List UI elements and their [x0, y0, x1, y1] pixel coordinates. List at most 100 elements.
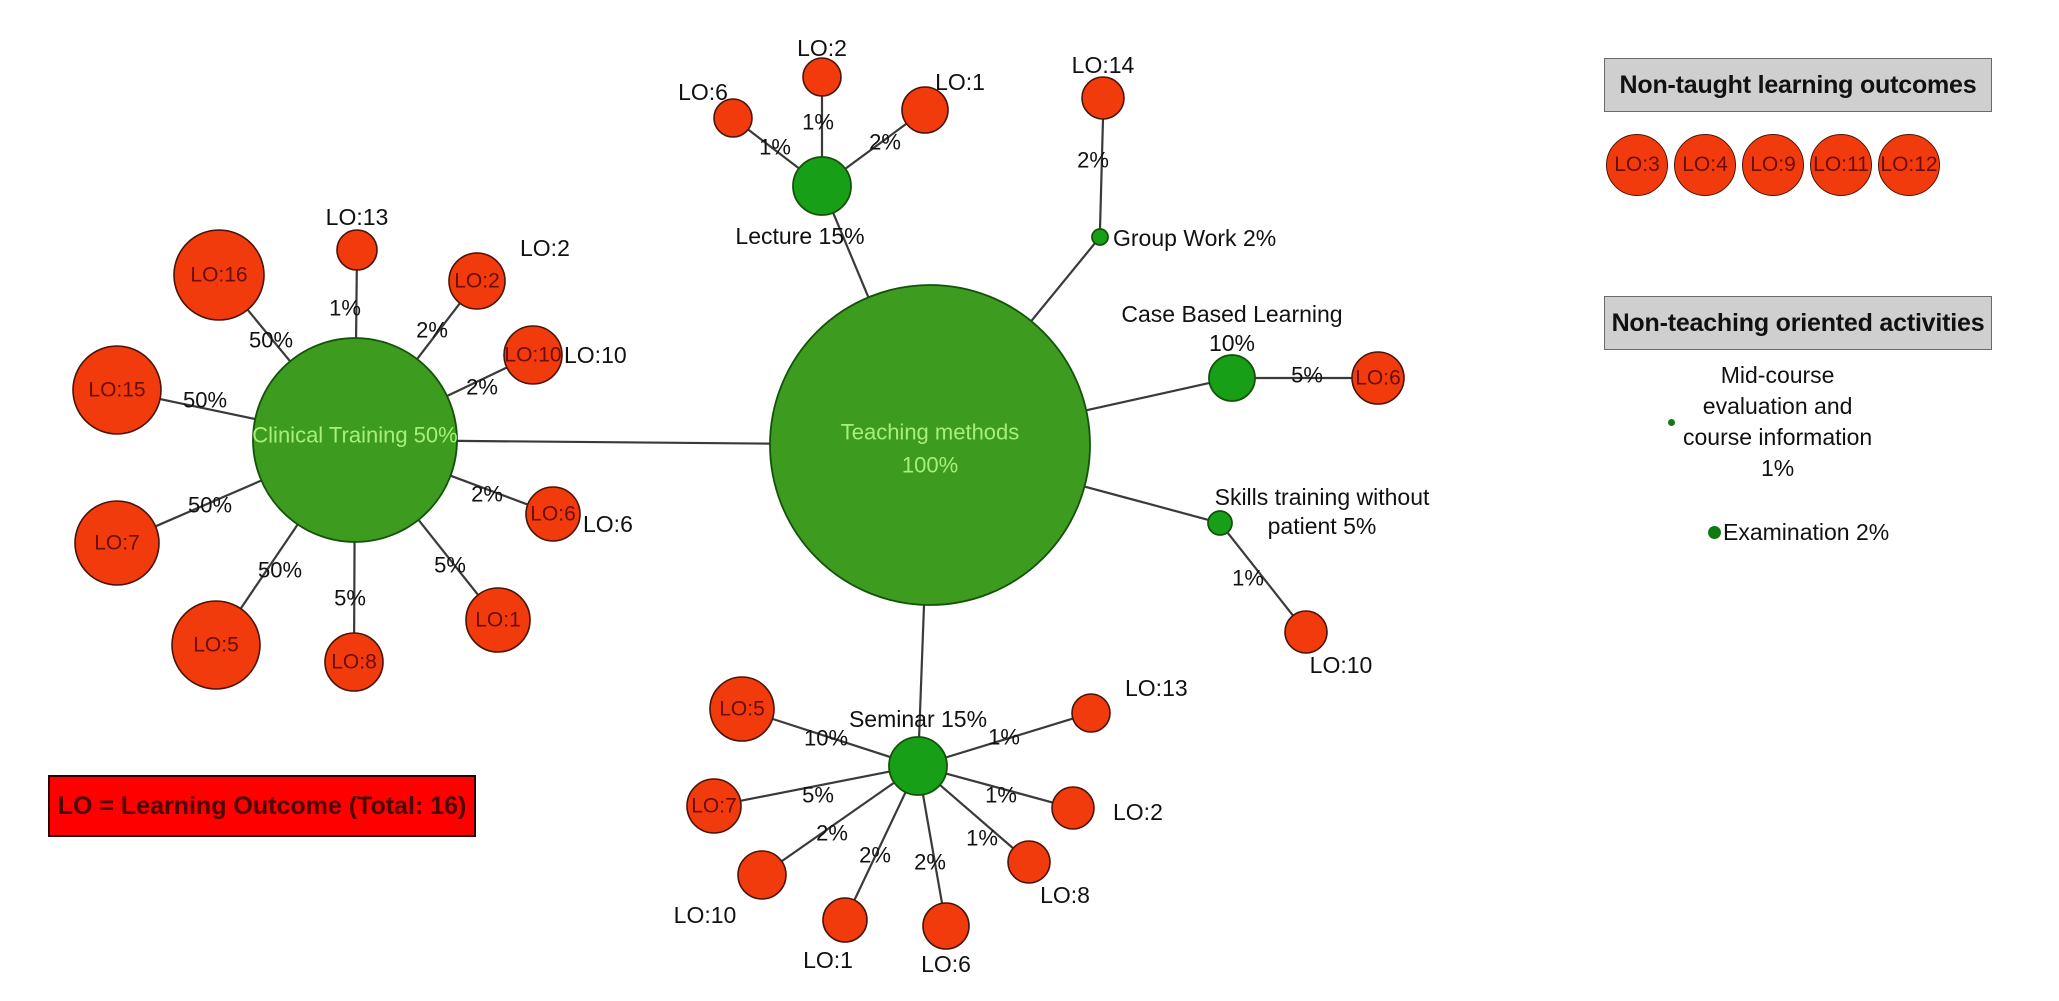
edge-seminar-LO:6: [921, 794, 944, 904]
method-label-group-work: Group Work 2%: [1113, 225, 1276, 251]
edge-weight-skills-LO10: 1%: [1232, 566, 1264, 591]
edge-lecture-LO:1: [844, 122, 908, 170]
edge-root-clinical: [456, 439, 771, 445]
non-taught-chip-LO9[interactable]: LO:9: [1742, 134, 1804, 196]
edge-weight-seminar-LO:8: 1%: [966, 826, 998, 851]
lo-node-LO:8[interactable]: [324, 632, 384, 692]
lo-node-label-LO:10: LO:10: [504, 344, 561, 367]
lo-node-lecture-LO:2[interactable]: [802, 57, 842, 97]
lo-node-seminar-LO:8[interactable]: [1007, 840, 1051, 884]
edge-weight-clinical-LO:10: 2%: [466, 375, 498, 400]
edge-clinical-LO:13: [354, 269, 358, 339]
edge-root-skills: [1084, 485, 1209, 521]
edge-seminar-LO:7: [740, 770, 890, 802]
edge-weight-clinical-LO:13: 1%: [329, 296, 361, 321]
lo-outer-label-seminar-LO:1: LO:1: [803, 947, 853, 973]
method-node-case-based-learning[interactable]: [1208, 354, 1256, 402]
edge-seminar-LO:1: [853, 791, 907, 901]
method-label-skills-line2: patient 5%: [1268, 513, 1377, 539]
mid-course-line3: course information: [1683, 424, 1873, 451]
edge-weight-casebased-LO6: 5%: [1291, 363, 1323, 388]
edge-clinical-LO:15: [159, 397, 256, 421]
lo-node-LO:5[interactable]: [171, 600, 261, 690]
edge-seminar-LO:2: [945, 772, 1054, 804]
activity-mid-course-evaluation: Mid-course evaluation and course informa…: [1668, 360, 1928, 484]
lo-node-LO:1[interactable]: [465, 587, 531, 653]
method-node-skills-training[interactable]: [1207, 510, 1233, 536]
examination-label: Examination 2%: [1723, 519, 1890, 545]
learning-outcome-key-label: LO = Learning Outcome (Total: 16): [57, 791, 467, 820]
lo-node-label-seminar-LO:5: LO:5: [719, 698, 765, 721]
edge-weight-seminar-LO:5: 10%: [804, 726, 848, 751]
mid-course-line1: Mid-course: [1720, 362, 1835, 388]
edge-root-groupwork: [1030, 242, 1096, 322]
lo-node-seminar-LO:5[interactable]: [709, 676, 775, 742]
edge-weight-seminar-LO:1: 2%: [859, 843, 891, 868]
lo-node-LO:6[interactable]: [525, 486, 581, 542]
lo-outer-label-seminar-LO:13: LO:13: [1125, 675, 1188, 701]
edge-weight-clinical-LO:6: 2%: [471, 482, 503, 507]
lo-node-skills-LO10[interactable]: [1284, 610, 1328, 654]
edge-root-seminar: [917, 604, 926, 738]
lo-outer-label-skills-LO10: LO:10: [1310, 652, 1373, 678]
edge-clinical-LO:7: [155, 479, 262, 528]
lo-node-LO:7[interactable]: [74, 500, 160, 586]
lo-node-seminar-LO:10[interactable]: [737, 850, 787, 900]
lo-outer-label-clinical-LO10: LO:10: [564, 342, 627, 368]
lo-node-LO:13[interactable]: [336, 229, 378, 271]
lo-node-label-LO:15: LO:15: [88, 379, 145, 402]
lo-node-label-casebased-LO6: LO:6: [1355, 367, 1401, 390]
method-label-case-based-line2: 10%: [1209, 330, 1255, 356]
edge-seminar-LO:8: [939, 784, 1014, 850]
edge-weight-lecture-LO:6: 1%: [759, 135, 791, 160]
non-taught-chip-LO3[interactable]: LO:3: [1606, 134, 1668, 196]
non-taught-chip-LO4[interactable]: LO:4: [1674, 134, 1736, 196]
method-label-clinical-training: Clinical Training 50%: [252, 423, 457, 448]
lo-node-LO:15[interactable]: [72, 345, 162, 435]
edge-skills-LO10: [1226, 531, 1294, 617]
lo-outer-label-lecture-LO:1: LO:1: [935, 69, 985, 95]
learning-outcome-key-box: LO = Learning Outcome (Total: 16): [48, 775, 476, 837]
edge-lecture-LO:6: [747, 128, 800, 170]
lo-outer-label-clinical-LO2: LO:2: [520, 235, 570, 261]
lo-node-lecture-LO:6[interactable]: [713, 98, 753, 138]
method-node-clinical-training[interactable]: [252, 337, 458, 543]
edge-weight-lecture-LO:1: 2%: [869, 130, 901, 155]
method-node-lecture[interactable]: [792, 156, 852, 216]
method-node-seminar[interactable]: [888, 736, 948, 796]
edge-groupwork-LO14: [1098, 118, 1105, 230]
non-taught-learning-outcomes-header: Non-taught learning outcomes: [1604, 58, 1992, 112]
lo-node-seminar-LO:1[interactable]: [822, 897, 868, 943]
edge-weight-seminar-LO:13: 1%: [988, 725, 1020, 750]
lo-node-groupwork-LO14[interactable]: [1081, 76, 1125, 120]
lo-outer-label-seminar-LO:8: LO:8: [1040, 882, 1090, 908]
lo-node-LO:10[interactable]: [503, 325, 563, 385]
non-taught-chip-LO12[interactable]: LO:12: [1878, 134, 1940, 196]
lo-node-LO:16[interactable]: [173, 229, 265, 321]
lo-node-seminar-LO:6[interactable]: [922, 902, 970, 950]
edge-clinical-LO:16: [246, 309, 291, 362]
lo-node-seminar-LO:13[interactable]: [1071, 693, 1111, 733]
non-taught-chip-LO11[interactable]: LO:11: [1810, 134, 1872, 196]
method-node-teaching-methods[interactable]: [769, 284, 1091, 606]
lo-node-casebased-LO6[interactable]: [1351, 351, 1405, 405]
non-taught-title: Non-taught learning outcomes: [1619, 70, 1977, 99]
lo-node-lecture-LO:1[interactable]: [901, 86, 949, 134]
lo-outer-label-groupwork-LO14: LO:14: [1072, 52, 1135, 78]
lo-node-seminar-LO:7[interactable]: [686, 778, 742, 834]
lo-node-label-LO:6: LO:6: [530, 503, 576, 526]
edge-weight-clinical-LO:1: 5%: [434, 553, 466, 578]
lo-node-label-LO:5: LO:5: [193, 634, 239, 657]
lo-node-label-LO:7: LO:7: [94, 532, 140, 555]
edge-clinical-LO:10: [446, 366, 508, 398]
mid-course-line2: evaluation and: [1702, 393, 1853, 420]
non-teaching-title: Non-teaching oriented activities: [1611, 308, 1985, 337]
edge-seminar-LO:10: [781, 781, 895, 863]
method-node-group-work[interactable]: [1091, 228, 1109, 246]
lo-node-LO:2[interactable]: [448, 252, 506, 310]
non-teaching-activities-header: Non-teaching oriented activities: [1604, 296, 1992, 350]
lo-node-seminar-LO:2[interactable]: [1051, 786, 1095, 830]
edge-weight-clinical-LO:8: 5%: [334, 586, 366, 611]
edge-root-casebased: [1085, 381, 1210, 412]
